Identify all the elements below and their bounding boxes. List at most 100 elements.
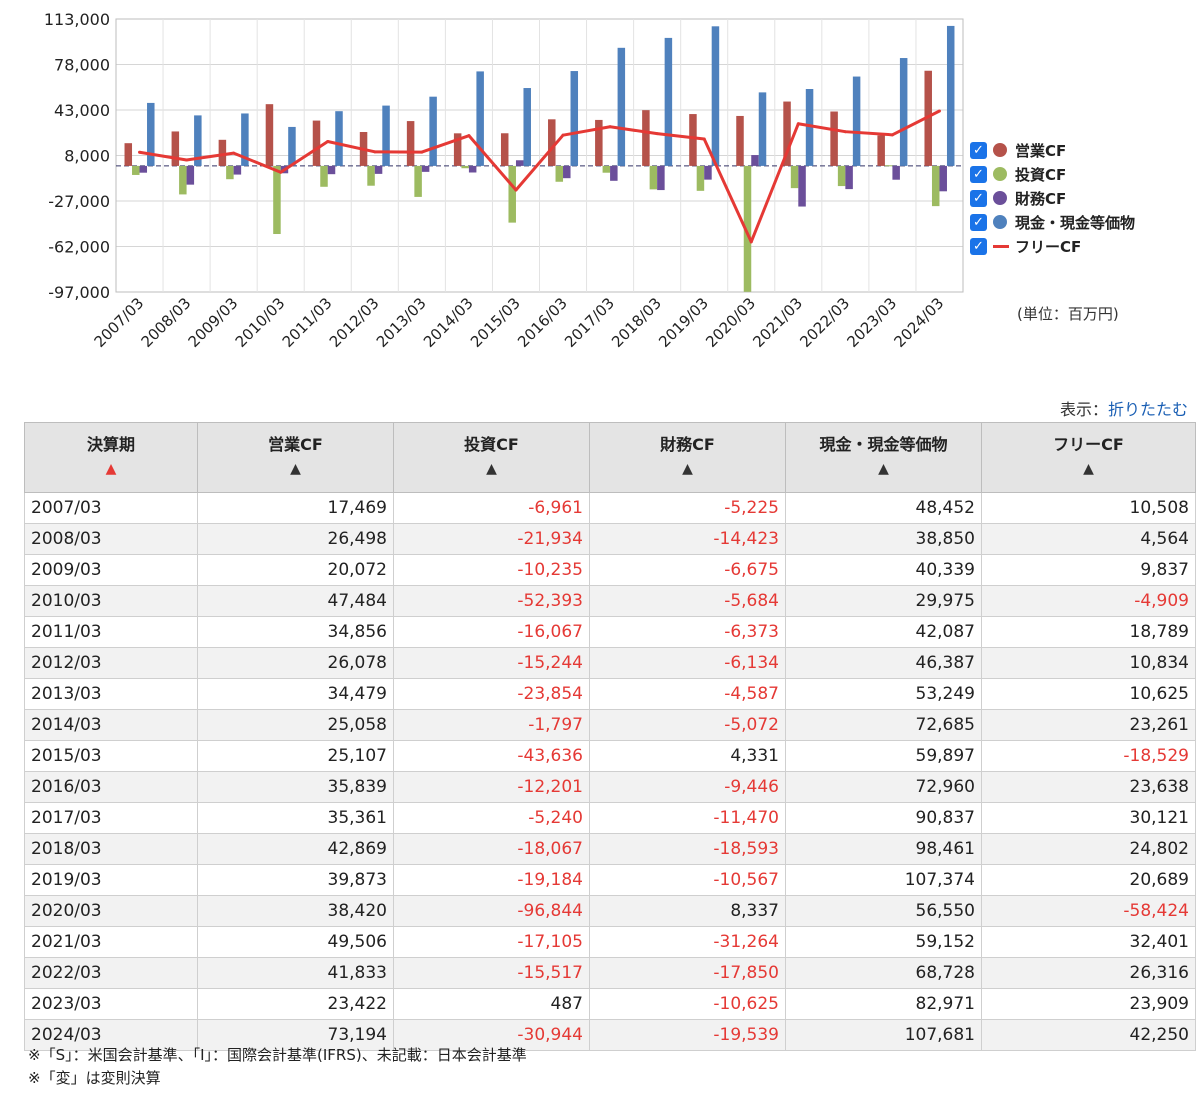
y-tick-label: -97,000: [48, 283, 110, 302]
legend-item[interactable]: ✓ 投資CF: [970, 162, 1135, 186]
bar-営業CF: [783, 101, 791, 166]
value-cell: 26,316: [981, 957, 1196, 989]
unit-label: (単位：百万円): [1017, 305, 1119, 323]
x-tick-label: 2024/03: [891, 294, 948, 351]
legend-item[interactable]: ✓ 財務CF: [970, 186, 1135, 210]
value-cell: -19,539: [589, 1019, 786, 1051]
bar-投資CF: [696, 165, 705, 191]
period-cell: 2018/03: [24, 833, 198, 865]
period-cell: 2014/03: [24, 709, 198, 741]
free-cf-point: [655, 132, 659, 136]
value-cell: -11,470: [589, 802, 786, 834]
value-cell: -30,944: [393, 1019, 590, 1051]
column-header[interactable]: 現金・現金等価物 ▲: [785, 422, 982, 493]
bar-現金・現金等価物: [147, 102, 155, 166]
legend-checkbox[interactable]: ✓: [970, 189, 987, 207]
x-tick-label: 2012/03: [326, 294, 383, 351]
value-cell: 4,331: [589, 740, 786, 772]
bar-営業CF: [548, 119, 556, 166]
legend-item[interactable]: ✓ フリーCF: [970, 234, 1135, 258]
bar-営業CF: [689, 114, 697, 166]
bar-財務CF: [798, 165, 806, 207]
y-tick-label: -62,000: [48, 238, 110, 257]
free-cf-point: [843, 130, 847, 134]
column-header[interactable]: 営業CF ▲: [197, 422, 394, 493]
value-cell: 42,087: [785, 616, 982, 648]
value-cell: -19,184: [393, 864, 590, 896]
column-header[interactable]: 財務CF ▲: [589, 422, 786, 493]
value-cell: -31,264: [589, 926, 786, 958]
table-row: 2010/03 47,484 -52,393 -5,684 29,975 -4,909: [24, 585, 1196, 617]
bar-財務CF: [610, 165, 618, 181]
bar-現金・現金等価物: [899, 58, 908, 166]
free-cf-point: [232, 151, 236, 155]
bar-投資CF: [461, 165, 469, 169]
bar-現金・現金等価物: [664, 37, 673, 166]
value-cell: 24,802: [981, 833, 1196, 865]
cashflow-table: 決算期 ▲ 営業CF ▲ 投資CF ▲ 財務CF ▲ 現金・現金等価物 ▲ フリーCF ▲ 2007/…: [24, 422, 1196, 1051]
legend-checkbox[interactable]: ✓: [970, 165, 987, 183]
value-cell: 72,960: [785, 771, 982, 803]
table-row: 2011/03 34,856 -16,067 -6,373 42,087 18,789: [24, 616, 1196, 648]
sort-arrow-icon[interactable]: ▲: [682, 461, 693, 477]
column-header[interactable]: 投資CF ▲: [393, 422, 590, 493]
legend-item[interactable]: ✓ 営業CF: [970, 138, 1135, 162]
bar-現金・現金等価物: [382, 105, 390, 166]
x-tick-label: 2017/03: [561, 294, 618, 351]
y-tick-label: 78,000: [54, 56, 110, 75]
sort-arrow-icon[interactable]: ▲: [486, 461, 497, 477]
value-cell: -6,675: [589, 554, 786, 586]
y-tick-label: 43,000: [54, 101, 110, 120]
value-cell: 25,058: [197, 709, 394, 741]
table-row: 2012/03 26,078 -15,244 -6,134 46,387 10,834: [24, 647, 1196, 679]
column-header-label: 投資CF: [464, 435, 519, 454]
sort-arrow-icon[interactable]: ▲: [105, 461, 117, 477]
bar-財務CF: [892, 165, 900, 180]
period-cell: 2008/03: [24, 523, 198, 555]
column-header[interactable]: フリーCF ▲: [981, 422, 1196, 493]
sort-arrow-icon[interactable]: ▲: [878, 461, 889, 477]
bar-営業CF: [406, 121, 415, 166]
x-tick-label: 2008/03: [138, 294, 195, 351]
value-cell: -1,797: [393, 709, 590, 741]
value-cell: -5,684: [589, 585, 786, 617]
bar-現金・現金等価物: [758, 92, 767, 166]
value-cell: 98,461: [785, 833, 982, 865]
value-cell: -23,854: [393, 678, 590, 710]
bar-財務CF: [939, 165, 947, 192]
bar-現金・現金等価物: [288, 126, 296, 166]
column-header-label: 財務CF: [660, 435, 715, 454]
free-cf-point: [185, 158, 189, 162]
free-cf-point: [890, 133, 894, 137]
period-cell: 2011/03: [24, 616, 198, 648]
bar-投資CF: [367, 165, 375, 186]
bar-現金・現金等価物: [523, 88, 531, 166]
bar-投資CF: [508, 165, 516, 223]
legend-checkbox[interactable]: ✓: [970, 213, 987, 231]
collapse-link[interactable]: 折りたたむ: [1107, 400, 1188, 419]
legend-checkbox[interactable]: ✓: [970, 141, 987, 159]
legend-item[interactable]: ✓ 現金・現金等価物: [970, 210, 1135, 234]
bar-財務CF: [468, 165, 477, 173]
column-header-label: フリーCF: [1053, 435, 1124, 454]
table-row: 2013/03 34,479 -23,854 -4,587 53,249 10,625: [24, 678, 1196, 710]
value-cell: 47,484: [197, 585, 394, 617]
legend-checkbox[interactable]: ✓: [970, 237, 987, 255]
sort-arrow-icon[interactable]: ▲: [290, 461, 301, 477]
bar-投資CF: [179, 165, 187, 195]
value-cell: 72,685: [785, 709, 982, 741]
bar-投資CF: [132, 165, 140, 175]
value-cell: 29,975: [785, 585, 982, 617]
value-cell: -21,934: [393, 523, 590, 555]
table-row: 2016/03 35,839 -12,201 -9,446 72,960 23,638: [24, 771, 1196, 803]
sort-arrow-icon[interactable]: ▲: [1083, 461, 1094, 477]
table-row: 2020/03 38,420 -96,844 8,337 56,550 -58,424: [24, 895, 1196, 927]
legend-label: 現金・現金等価物: [1015, 213, 1136, 232]
value-cell: -5,072: [589, 709, 786, 741]
column-header[interactable]: 決算期 ▲: [24, 422, 198, 493]
period-cell: 2010/03: [24, 585, 198, 617]
value-cell: 18,789: [981, 616, 1196, 648]
value-cell: 42,250: [981, 1019, 1196, 1051]
value-cell: 23,909: [981, 988, 1196, 1020]
value-cell: 59,897: [785, 740, 982, 772]
